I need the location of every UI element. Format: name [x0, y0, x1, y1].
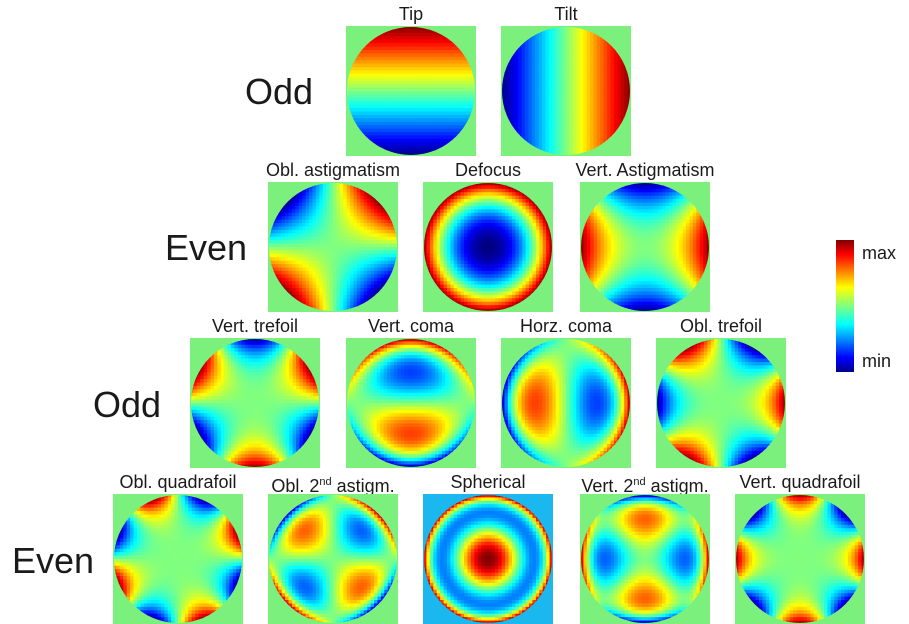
mode-map-disk: [657, 339, 785, 467]
mode-vert-trefoil: Vert. trefoil: [190, 316, 320, 468]
mode-map: [113, 494, 243, 624]
mode-map-disk: [269, 183, 397, 311]
row-label-odd-1: Odd: [245, 71, 314, 112]
mode-map-disk: [502, 339, 630, 467]
mode-map-disk: [581, 183, 709, 311]
mode-obl-quadrafoil: Obl. quadrafoil: [113, 472, 243, 624]
mode-title: Vert. Astigmatism: [575, 160, 715, 180]
mode-title: Vert. coma: [367, 316, 455, 336]
mode-title: Tip: [398, 4, 424, 24]
mode-map: [580, 182, 710, 312]
colorbar-min-label: min: [862, 351, 892, 371]
mode-map: [423, 494, 553, 624]
mode-title: Obl. astigmatism: [265, 160, 401, 180]
mode-map: [735, 494, 865, 624]
mode-title-text: astigm.: [331, 476, 395, 496]
mode-tilt: Tilt: [501, 4, 631, 156]
mode-title: Obl. 2nd astigm.: [208, 472, 458, 496]
mode-map-disk: [191, 339, 319, 467]
row-label-odd-2: Odd: [93, 384, 162, 425]
mode-map: [423, 182, 553, 312]
mode-horz-coma: Horz. coma: [501, 316, 631, 468]
mode-title-superscript: nd: [633, 476, 646, 488]
row-label-even-2: Even: [12, 540, 95, 581]
mode-map: [580, 494, 710, 624]
mode-title: Vert. 2nd astigm.: [520, 472, 770, 496]
mode-vert-coma: Vert. coma: [346, 316, 476, 468]
mode-tip: Tip: [346, 4, 476, 156]
mode-title: Tilt: [554, 4, 578, 24]
mode-map: [190, 338, 320, 468]
mode-map-disk: [736, 495, 864, 623]
mode-title-text: Obl. 2: [271, 476, 320, 496]
colorbar-max-label: max: [862, 243, 897, 263]
mode-map: [656, 338, 786, 468]
mode-map: [501, 338, 631, 468]
mode-defocus: Defocus: [423, 160, 553, 312]
mode-map-disk: [502, 27, 630, 155]
mode-map: [346, 338, 476, 468]
mode-title: Defocus: [454, 160, 522, 180]
mode-title-text: Vert. 2: [581, 476, 634, 496]
mode-obl-2nd-astigm: Obl. 2nd astigm.: [268, 472, 398, 624]
mode-title-text: astigm.: [645, 476, 709, 496]
colorbar: [836, 240, 854, 372]
mode-map-disk: [424, 495, 552, 623]
mode-vert-2nd-astigm: Vert. 2nd astigm.: [580, 472, 710, 624]
mode-title: Obl. quadrafoil: [119, 472, 237, 492]
mode-title: Vert. trefoil: [211, 316, 299, 336]
row-label-even-1: Even: [165, 227, 248, 268]
mode-obl-trefoil: Obl. trefoil: [656, 316, 786, 468]
mode-title: Vert. quadrafoil: [739, 472, 861, 492]
mode-map: [501, 26, 631, 156]
mode-map-disk: [114, 495, 242, 623]
mode-vert-astigmatism: Vert. Astigmatism: [575, 160, 715, 312]
mode-obl-astigmatism: Obl. astigmatism: [266, 160, 400, 312]
mode-map: [268, 494, 398, 624]
mode-map: [268, 182, 398, 312]
mode-map: [346, 26, 476, 156]
mode-title: Horz. coma: [519, 316, 613, 336]
mode-spherical: Spherical: [423, 472, 553, 624]
mode-vert-quadrafoil: Vert. quadrafoil: [735, 472, 865, 624]
mode-title-superscript: nd: [319, 476, 332, 488]
mode-title: Obl. trefoil: [679, 316, 763, 336]
mode-title: Spherical: [450, 472, 526, 492]
